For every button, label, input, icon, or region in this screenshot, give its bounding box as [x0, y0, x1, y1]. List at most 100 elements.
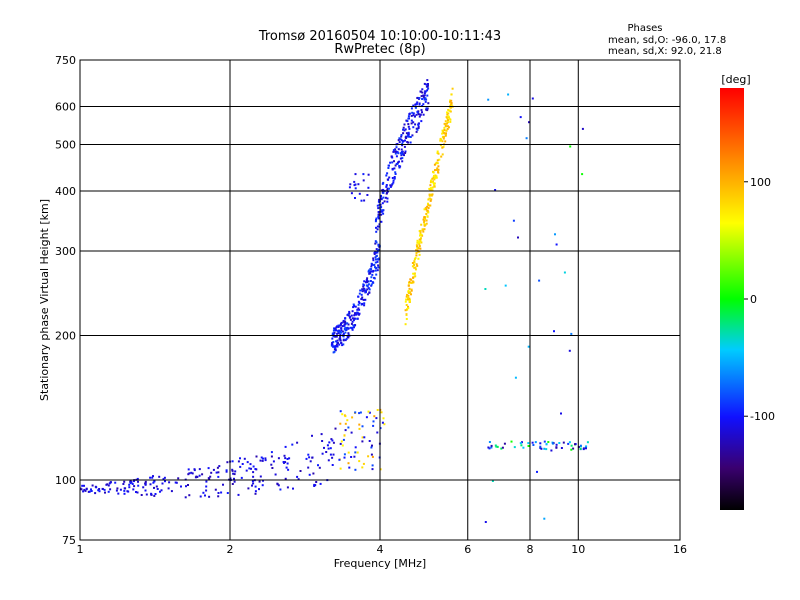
data-point: [447, 119, 449, 122]
data-point: [421, 228, 424, 231]
data-point: [418, 103, 421, 106]
data-point: [378, 198, 381, 201]
data-point: [416, 96, 419, 99]
data-point: [416, 264, 419, 267]
data-point: [413, 260, 416, 263]
data-point: [427, 83, 429, 85]
data-point: [344, 429, 347, 432]
data-point: [413, 266, 416, 269]
data-point: [376, 251, 379, 254]
data-point: [420, 237, 422, 240]
data-point: [414, 256, 417, 259]
data-point: [344, 321, 347, 324]
data-point: [144, 483, 147, 486]
data-point: [339, 442, 342, 445]
data-point: [446, 128, 449, 130]
data-point: [386, 200, 389, 203]
data-point: [397, 152, 400, 155]
data-point: [104, 491, 106, 494]
data-point: [254, 490, 257, 493]
data-point: [88, 490, 91, 493]
data-point: [375, 254, 378, 257]
data-point: [332, 345, 335, 348]
data-point: [586, 441, 589, 444]
data-point: [538, 279, 541, 282]
data-point: [362, 179, 365, 182]
data-point: [358, 308, 361, 311]
data-point: [330, 344, 333, 347]
data-point: [350, 431, 353, 434]
data-point: [375, 248, 378, 251]
data-point: [381, 202, 384, 205]
data-point: [450, 104, 453, 107]
data-point: [441, 153, 444, 156]
data-point: [136, 491, 139, 494]
data-point: [90, 488, 92, 491]
data-point: [378, 245, 381, 248]
data-point: [354, 411, 357, 414]
data-point: [445, 129, 448, 132]
data-point: [216, 466, 219, 469]
y-tick-label: 200: [55, 330, 76, 343]
data-point: [161, 482, 164, 485]
data-point: [419, 113, 422, 116]
data-point: [408, 280, 411, 283]
colorbar-tick-label: 0: [750, 293, 757, 306]
data-point: [426, 215, 429, 218]
data-point: [416, 101, 419, 104]
data-point: [338, 343, 341, 346]
data-point: [563, 271, 566, 274]
data-point: [443, 129, 446, 131]
data-point: [424, 100, 427, 103]
data-point: [543, 517, 546, 520]
data-point: [318, 466, 321, 469]
data-point: [433, 185, 436, 188]
data-point: [555, 443, 558, 446]
data-point: [344, 317, 347, 320]
data-point: [259, 475, 262, 478]
data-point: [344, 415, 347, 418]
data-point: [429, 193, 432, 196]
data-point: [160, 489, 163, 492]
data-point: [364, 298, 367, 301]
data-point: [264, 457, 267, 460]
data-point: [361, 425, 364, 428]
data-point: [217, 475, 220, 478]
data-point: [358, 423, 361, 426]
data-points: [79, 79, 589, 523]
data-point: [410, 107, 413, 110]
data-point: [433, 176, 436, 179]
data-point: [490, 444, 493, 447]
data-point: [443, 122, 446, 125]
data-point: [126, 490, 129, 493]
data-point: [433, 174, 435, 177]
data-point: [343, 324, 346, 327]
data-point: [416, 239, 419, 242]
data-point: [407, 117, 410, 120]
data-point: [133, 485, 136, 488]
data-point: [361, 296, 364, 299]
data-point: [288, 457, 291, 460]
data-point: [547, 441, 550, 443]
data-point: [365, 284, 368, 287]
data-point: [394, 173, 397, 175]
data-point: [353, 326, 355, 329]
data-point: [417, 113, 420, 116]
data-point: [415, 130, 418, 133]
x-tick-label: 2: [227, 543, 234, 556]
data-point: [177, 477, 180, 480]
y-tick-label: 75: [62, 534, 76, 547]
data-point: [442, 137, 445, 140]
data-point: [353, 180, 356, 183]
data-point: [378, 225, 381, 228]
data-point: [423, 208, 426, 211]
data-point: [401, 143, 404, 145]
data-point: [410, 122, 413, 125]
data-point: [415, 244, 418, 247]
data-point: [513, 446, 516, 449]
data-point: [423, 82, 426, 85]
data-point: [286, 462, 289, 465]
data-point: [332, 341, 335, 343]
data-point: [393, 176, 396, 178]
data-point: [352, 303, 355, 306]
